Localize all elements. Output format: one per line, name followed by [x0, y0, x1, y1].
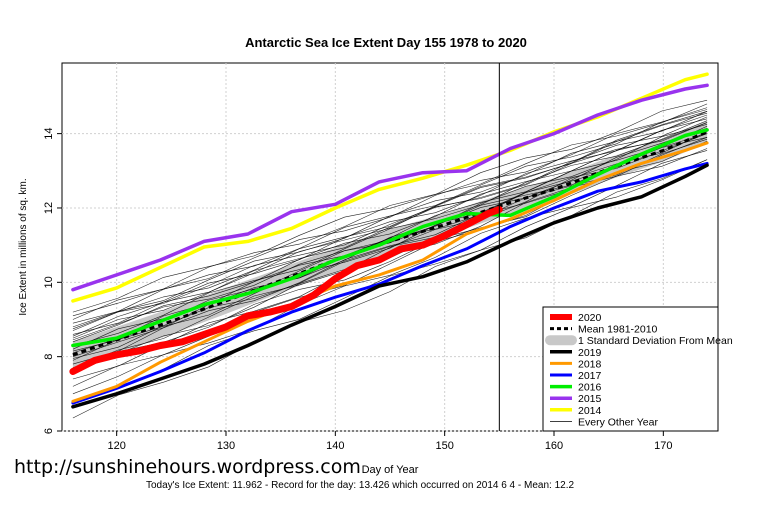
other-year-line: [72, 111, 708, 337]
other-year-line: [72, 120, 708, 346]
legend-label: 2019: [578, 347, 602, 359]
other-year-line: [72, 131, 708, 369]
x-tick-label: 140: [326, 440, 344, 452]
legend-label: Mean 1981-2010: [578, 324, 658, 336]
highlighted-series: [69, 72, 709, 409]
legend-label: 2015: [578, 393, 602, 405]
y-axis-label: Ice Extent in millions of sq. km.: [18, 178, 29, 315]
series-line-2020: [69, 206, 503, 375]
other-year-line: [72, 150, 708, 395]
x-tick-label: 130: [217, 440, 235, 452]
series-line-2015: [71, 83, 709, 292]
y-tick-label: 10: [43, 276, 55, 288]
x-axis-label: Day of Year: [362, 464, 419, 476]
series-line-2017: [71, 161, 709, 405]
legend-label: 2017: [578, 370, 602, 382]
other-year-line: [72, 159, 708, 402]
other-year-line: [72, 118, 708, 343]
legend-box: [542, 306, 719, 432]
footer-text: Today's Ice Extent: 11.962 - Record for …: [146, 480, 575, 491]
watermark-url: http://sunshinehours.wordpress.com: [14, 456, 361, 478]
series-line-2018: [71, 141, 709, 403]
other-year-line: [72, 103, 708, 317]
x-tick-label: 160: [545, 440, 563, 452]
y-tick-label: 14: [43, 128, 55, 140]
x-tick-label: 120: [107, 440, 125, 452]
legend-label: 2016: [578, 382, 602, 394]
other-year-line: [72, 107, 708, 320]
x-axis: 120 130 140 150 160 170: [107, 431, 673, 452]
legend-label: 2018: [578, 358, 602, 370]
other-year-line: [72, 159, 708, 419]
other-year-line: [72, 99, 708, 313]
legend-label: Every Other Year: [578, 416, 658, 428]
x-tick-label: 170: [654, 440, 672, 452]
x-tick-label: 150: [435, 440, 453, 452]
legend-label: 2014: [578, 405, 602, 417]
y-tick-label: 8: [43, 354, 55, 360]
y-axis: 6 8 10 12 14: [43, 128, 62, 434]
series-line-2016: [71, 128, 709, 348]
other-year-line: [72, 122, 708, 330]
other-year-line: [72, 148, 708, 372]
chart-title: Antarctic Sea Ice Extent Day 155 1978 to…: [245, 35, 527, 50]
legend-label: 1 Standard Deviation From Mean: [578, 335, 733, 347]
other-year-line: [72, 109, 708, 324]
series-line-2019: [71, 163, 709, 409]
y-tick-label: 12: [43, 202, 55, 214]
y-tick-label: 6: [43, 428, 55, 434]
legend-label: 2020: [578, 312, 602, 324]
